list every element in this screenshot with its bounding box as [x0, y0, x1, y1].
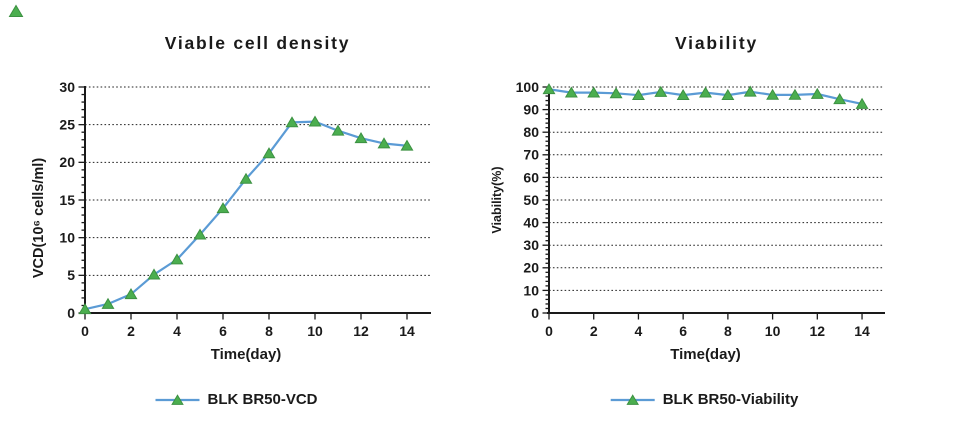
- vcd-x-axis-title: Time(day): [210, 346, 282, 363]
- svg-text:4: 4: [173, 323, 181, 339]
- stray-triangle-marker-icon: [8, 4, 24, 17]
- svg-text:0: 0: [545, 323, 553, 339]
- viability-chart: 0 10 20 30 40 50 60 70 80 90 100 0 2 4 6 8 10 12 14 Viabil…: [482, 0, 964, 426]
- vcd-legend-line-marker-icon: [155, 393, 200, 405]
- svg-text:30: 30: [523, 237, 539, 253]
- vcd-chart: 0 5 10 15 20 25 30 0 2 4 6 8 10 12 14 Viable cell dens…: [31, 33, 431, 408]
- svg-text:5: 5: [67, 267, 75, 283]
- svg-text:20: 20: [523, 260, 539, 276]
- svg-text:60: 60: [523, 169, 539, 185]
- svg-text:10: 10: [523, 282, 539, 298]
- svg-text:90: 90: [523, 102, 539, 118]
- svg-text:12: 12: [810, 323, 826, 339]
- svg-text:25: 25: [59, 117, 75, 133]
- vcd-legend-label: BLK BR50-VCD: [207, 391, 318, 408]
- svg-text:15: 15: [59, 192, 75, 208]
- svg-text:14: 14: [854, 323, 870, 339]
- viability-legend-label: BLK BR50-Viability: [662, 391, 799, 408]
- svg-text:100: 100: [516, 79, 540, 95]
- svg-text:2: 2: [127, 323, 135, 339]
- svg-text:6: 6: [679, 323, 687, 339]
- svg-text:10: 10: [765, 323, 781, 339]
- svg-text:0: 0: [531, 305, 539, 321]
- svg-text:10: 10: [59, 230, 75, 246]
- svg-text:8: 8: [265, 323, 273, 339]
- svg-text:2: 2: [590, 323, 598, 339]
- svg-text:6: 6: [219, 323, 227, 339]
- viability-y-axis-title: Viability(%): [490, 166, 504, 234]
- svg-text:0: 0: [67, 305, 75, 321]
- vcd-legend: BLK BR50-VCD: [154, 391, 318, 408]
- svg-text:50: 50: [523, 192, 539, 208]
- viability-legend-line-marker-icon: [610, 393, 655, 405]
- svg-text:20: 20: [59, 154, 75, 170]
- svg-text:40: 40: [523, 215, 539, 231]
- svg-text:0: 0: [81, 323, 89, 339]
- vcd-plot-area: 0 5 10 15 20 25 30 0 2 4 6 8 10 12 14: [59, 79, 431, 339]
- viability-chart-title: Viability: [675, 33, 758, 53]
- svg-text:80: 80: [523, 124, 539, 140]
- viability-x-axis-title: Time(day): [670, 346, 741, 363]
- svg-text:30: 30: [59, 79, 75, 95]
- svg-text:12: 12: [353, 323, 369, 339]
- svg-text:10: 10: [307, 323, 323, 339]
- svg-text:4: 4: [635, 323, 643, 339]
- vcd-y-axis-title: VCD(10⁶ cells/ml): [31, 157, 47, 279]
- svg-text:70: 70: [523, 147, 539, 163]
- viability-plot-area: 0 10 20 30 40 50 60 70 80 90 100 0 2 4 6 8 10 12 14: [516, 79, 885, 339]
- viability-legend: BLK BR50-Viability: [610, 391, 799, 408]
- svg-text:8: 8: [724, 323, 732, 339]
- svg-text:14: 14: [399, 323, 415, 339]
- vcd-chart-title: Viable cell density: [164, 33, 351, 53]
